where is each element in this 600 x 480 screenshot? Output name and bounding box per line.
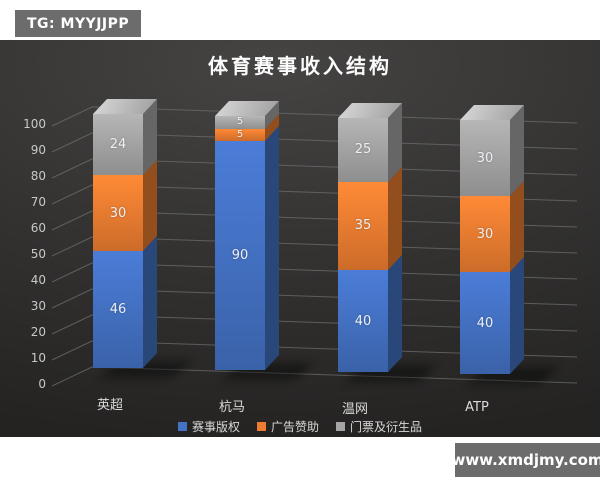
y-axis-tick: 80 (30, 169, 46, 183)
y-axis-tick: 70 (30, 195, 46, 209)
bar-side-face (265, 100, 279, 370)
watermark-badge: www.xmdjmy.com (451, 443, 600, 477)
y-axis-tick: 10 (30, 351, 46, 365)
bar-column-英超: 24 30 46 (93, 98, 190, 377)
bar-column-ATP: 30 30 40 (460, 104, 557, 383)
bar-side-face (510, 104, 524, 374)
bar-column-杭马: 5 5 90 (215, 100, 312, 379)
chart-area: 体育赛事收入结构 0 10 20 30 40 50 60 70 80 90 100 24 30 46 英超 5… (0, 40, 600, 437)
bar-segment-side (265, 126, 279, 370)
bar-segment: 5 (215, 116, 265, 129)
bar-front-face: 30 30 40 (460, 120, 510, 374)
bar-segment: 25 (338, 118, 388, 182)
bar-segment: 24 (93, 114, 143, 175)
data-label: 25 (354, 142, 372, 158)
data-label: 30 (476, 226, 494, 242)
bar-segment: 40 (338, 270, 388, 372)
tg-badge: TG: MYYJJPP (15, 10, 142, 37)
legend-swatch (177, 422, 187, 431)
legend-item: 广告赞助 (256, 418, 319, 435)
watermark-label: www.xmdjmy.com (451, 451, 600, 469)
legend-swatch (336, 422, 345, 431)
bar-segment: 35 (338, 181, 388, 271)
bar-segment-side (388, 166, 402, 271)
bar-segment: 40 (460, 272, 510, 374)
legend-label: 广告赞助 (270, 420, 319, 434)
bar-segment-side (510, 257, 524, 374)
bar-top-face (93, 99, 157, 114)
data-label: 90 (231, 248, 249, 264)
y-axis-tick: 100 (23, 117, 46, 131)
data-label: 30 (109, 205, 127, 221)
legend: 赛事版权 广告赞助 门票及衍生品 (0, 418, 600, 435)
bar-front-face: 25 35 40 (338, 118, 388, 372)
y-axis-tick: 90 (30, 143, 46, 157)
plot-area: 0 10 20 30 40 50 60 70 80 90 100 24 30 46 英超 5 5 90 杭马 25 35… (0, 40, 600, 437)
data-label: 24 (109, 137, 127, 152)
bar-top-face (460, 105, 524, 120)
data-label: 40 (476, 315, 494, 331)
y-axis-tick: 0 (38, 377, 46, 391)
legend-swatch (256, 422, 266, 431)
bar-front-face: 24 30 46 (93, 114, 143, 368)
legend-item: 门票及衍生品 (336, 418, 422, 435)
y-axis-tick: 50 (30, 247, 46, 261)
data-label: 5 (236, 129, 244, 141)
bar-segment: 5 (215, 128, 265, 142)
bar-segment: 30 (93, 175, 143, 252)
bar-front-face: 5 5 90 (215, 116, 265, 370)
y-axis-tick: 40 (30, 273, 46, 287)
data-label: 30 (476, 150, 494, 166)
data-label: 35 (354, 218, 372, 234)
bar-side-face (388, 102, 402, 372)
x-axis-label-ATP: ATP (465, 400, 489, 415)
x-axis-label-温网: 温网 (341, 402, 368, 417)
legend-item: 赛事版权 (177, 418, 240, 435)
bar-segment: 30 (460, 196, 510, 273)
x-axis-label-英超: 英超 (96, 398, 123, 413)
legend-label: 赛事版权 (191, 420, 240, 434)
bar-segment-side (143, 236, 157, 368)
bar-top-face (215, 101, 279, 116)
bar-column-温网: 25 35 40 (338, 102, 435, 381)
data-label: 46 (109, 302, 127, 318)
legend-label: 门票及衍生品 (350, 420, 423, 434)
y-axis-tick: 60 (30, 221, 46, 235)
bar-segment: 30 (460, 120, 510, 197)
y-axis-tick: 20 (30, 325, 46, 339)
data-label: 40 (354, 313, 372, 329)
x-axis-label-杭马: 杭马 (218, 400, 245, 415)
tg-badge-label: TG: MYYJJPP (27, 15, 130, 32)
bar-segment: 90 (215, 141, 265, 370)
chart-title: 体育赛事收入结构 (208, 54, 392, 78)
bar-segment: 46 (93, 251, 143, 368)
bar-segment-side (388, 255, 402, 372)
data-label: 5 (236, 116, 244, 128)
bar-side-face (143, 98, 157, 368)
bar-top-face (338, 103, 402, 118)
y-axis-tick: 30 (30, 299, 46, 313)
